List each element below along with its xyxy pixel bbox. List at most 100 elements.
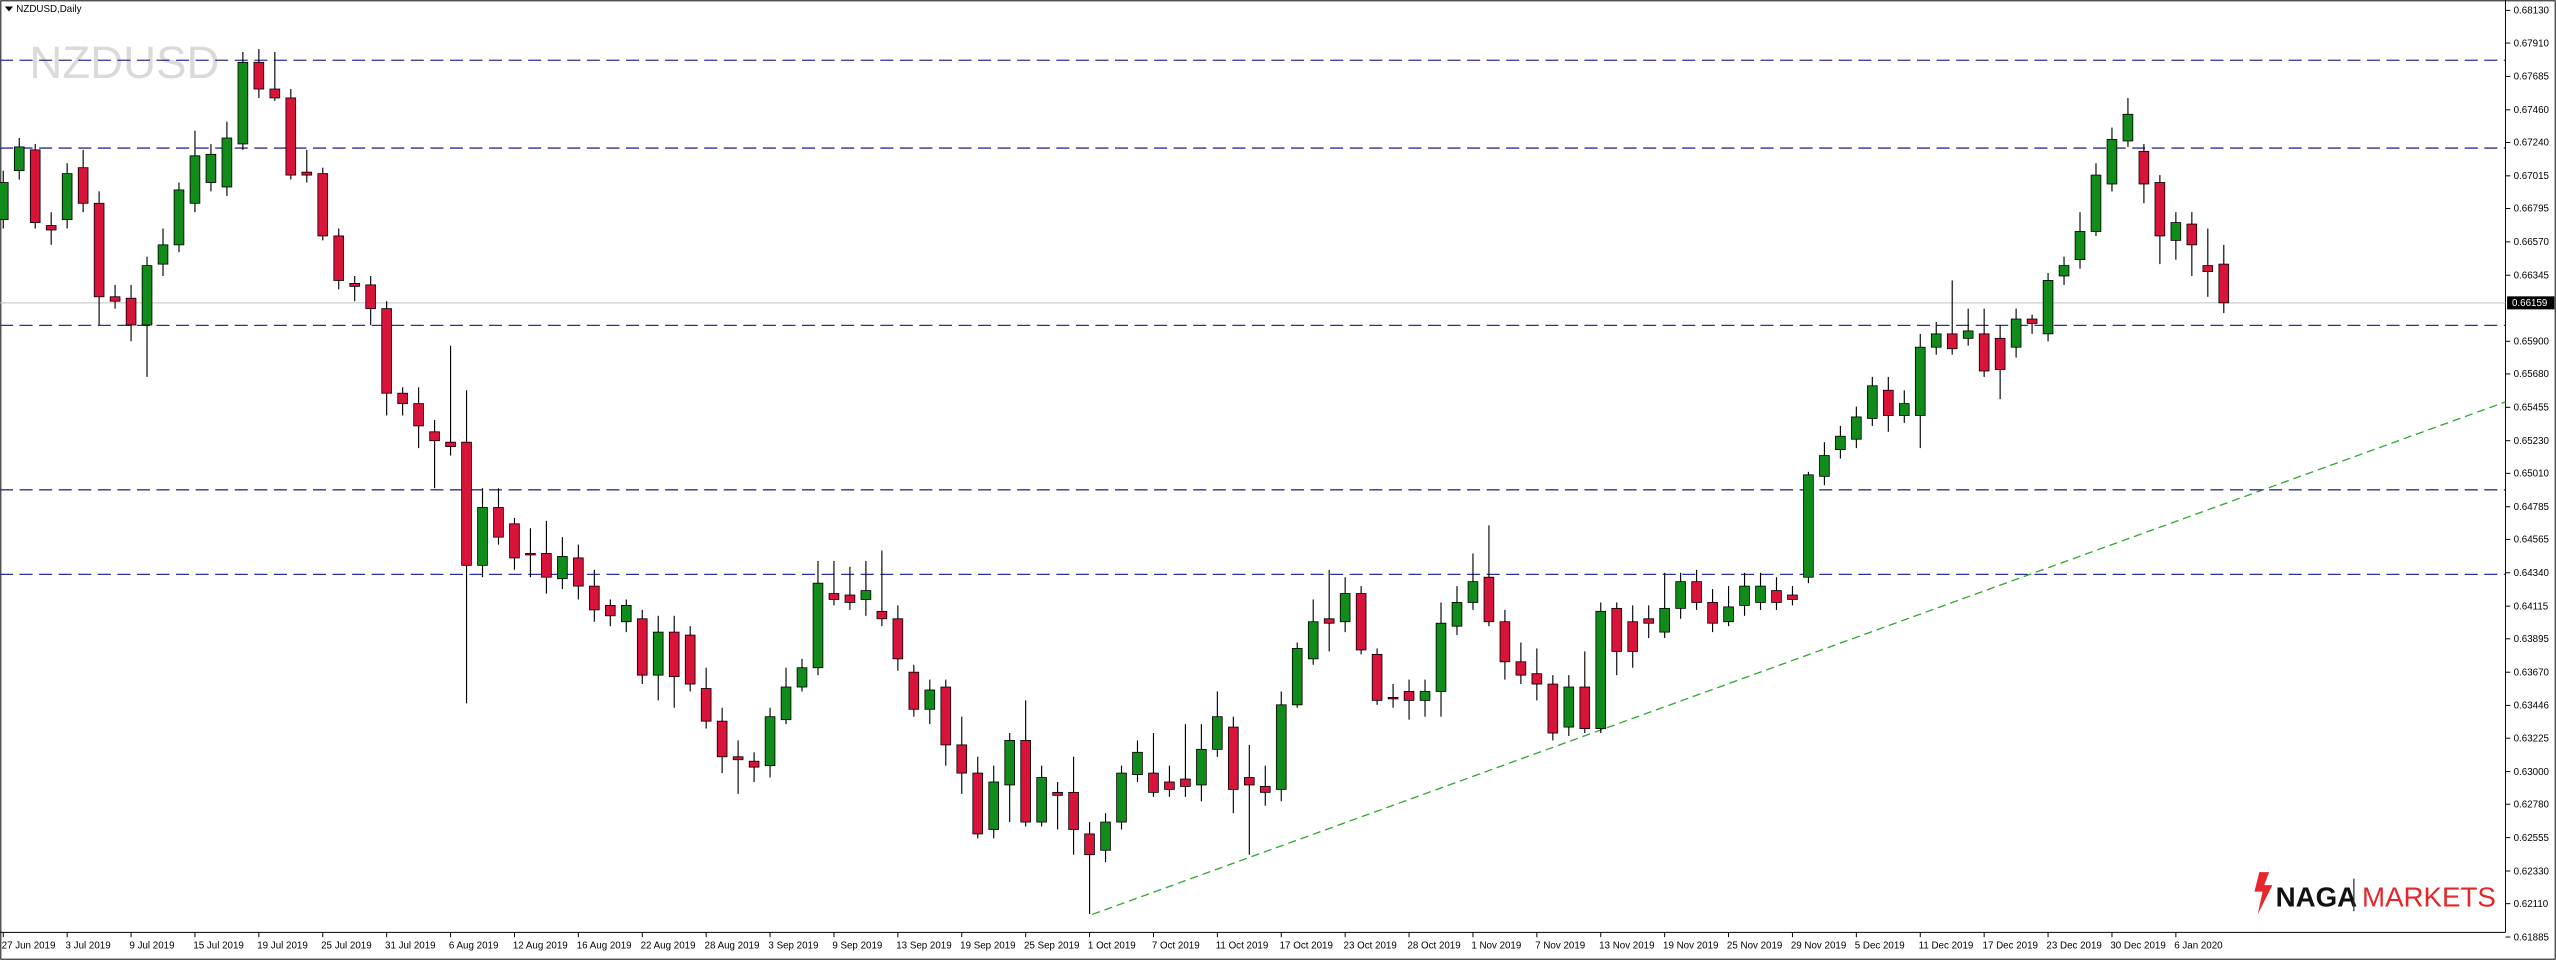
candle-body bbox=[333, 235, 345, 281]
candle-body bbox=[2122, 113, 2134, 142]
candle-body bbox=[1563, 686, 1575, 728]
candle-body bbox=[1707, 602, 1718, 624]
candle-body bbox=[2090, 174, 2102, 232]
candle-body bbox=[2154, 182, 2166, 237]
candle-body bbox=[1659, 607, 1670, 633]
candle-body bbox=[1100, 821, 1111, 851]
y-tick-label: 0.66570 bbox=[2514, 237, 2550, 248]
y-tick-label: 0.62555 bbox=[2514, 833, 2550, 844]
candle-body bbox=[2010, 318, 2022, 348]
x-tick-label: 11 Dec 2019 bbox=[1919, 941, 1974, 952]
candle-body bbox=[13, 146, 25, 172]
x-tick-label: 23 Oct 2019 bbox=[1344, 941, 1397, 952]
candle-body bbox=[1755, 585, 1766, 603]
y-tick-label: 0.65455 bbox=[2514, 403, 2550, 414]
candle-body bbox=[812, 582, 824, 669]
candle-body bbox=[1803, 474, 1814, 578]
x-tick-label: 31 Jul 2019 bbox=[385, 941, 436, 952]
candle-body bbox=[1787, 594, 1798, 600]
candle-body bbox=[189, 155, 201, 204]
x-tick-label: 5 Dec 2019 bbox=[1855, 941, 1905, 952]
x-tick-label: 6 Jan 2020 bbox=[2174, 941, 2223, 952]
candle-body bbox=[1052, 791, 1063, 796]
y-tick-label: 0.67685 bbox=[2514, 72, 2550, 83]
x-tick-label: 9 Sep 2019 bbox=[832, 941, 882, 952]
candle-body bbox=[1180, 778, 1191, 787]
candle-body bbox=[2186, 223, 2198, 246]
x-tick-label: 1 Oct 2019 bbox=[1088, 941, 1136, 952]
trendline bbox=[1091, 401, 2506, 916]
logo-brand: NAGA bbox=[2276, 881, 2358, 912]
candle-body bbox=[2218, 263, 2230, 304]
x-tick-label: 12 Aug 2019 bbox=[513, 941, 568, 952]
candle-body bbox=[1403, 691, 1415, 701]
candle-body bbox=[732, 756, 744, 761]
candle-body bbox=[589, 585, 600, 611]
candle-body bbox=[828, 593, 840, 600]
x-tick-label: 19 Sep 2019 bbox=[960, 941, 1015, 952]
x-tick-label: 25 Jul 2019 bbox=[321, 941, 372, 952]
candle-body bbox=[541, 553, 552, 578]
candle-body bbox=[1723, 606, 1734, 623]
y-tick-label: 0.63895 bbox=[2514, 634, 2550, 645]
candle-body bbox=[1435, 622, 1447, 692]
candle-body bbox=[860, 590, 872, 600]
y-tick-label: 0.66795 bbox=[2514, 204, 2550, 215]
candle-body bbox=[780, 686, 792, 721]
menu-triangle[interactable] bbox=[4, 6, 14, 12]
candle-body bbox=[45, 225, 57, 231]
candle-body bbox=[1595, 610, 1607, 729]
candle-body bbox=[1851, 416, 1862, 440]
candle-body bbox=[109, 296, 121, 302]
candle-body bbox=[844, 594, 856, 603]
candle-body bbox=[1962, 330, 1974, 339]
candle-body bbox=[269, 88, 281, 99]
candle-body bbox=[349, 283, 361, 287]
candle-body bbox=[381, 308, 392, 394]
candle-body bbox=[61, 173, 73, 221]
candle-body bbox=[652, 631, 664, 676]
y-tick-label: 0.64115 bbox=[2514, 601, 2549, 612]
candle-body bbox=[1579, 686, 1591, 729]
candle-body bbox=[684, 634, 696, 685]
x-tick-label: 25 Sep 2019 bbox=[1024, 941, 1079, 952]
candle-body bbox=[2058, 265, 2070, 277]
y-tick-label: 0.67460 bbox=[2514, 105, 2550, 116]
marks: 0.68130 0.67910 0.67685 0.67460 0.67240 0.670… bbox=[0, 6, 2555, 952]
candle-body bbox=[2026, 318, 2038, 324]
candle-body bbox=[157, 244, 169, 265]
y-tick-label: 0.63670 bbox=[2514, 667, 2550, 678]
candle-body bbox=[1978, 333, 1990, 372]
candle-body bbox=[205, 153, 217, 183]
candle-body bbox=[764, 716, 776, 767]
x-tick-label: 28 Aug 2019 bbox=[705, 941, 760, 952]
candle-body bbox=[1275, 704, 1287, 790]
candle-body bbox=[1259, 786, 1271, 793]
candle-body bbox=[2170, 222, 2182, 241]
y-tick-label: 0.68130 bbox=[2514, 6, 2550, 17]
x-tick-label: 29 Nov 2019 bbox=[1791, 941, 1846, 952]
x-tick-label: 25 Nov 2019 bbox=[1727, 941, 1782, 952]
candle-body bbox=[1148, 772, 1159, 793]
y-tick-label: 0.64785 bbox=[2514, 502, 2550, 513]
candle-body bbox=[1531, 673, 1543, 685]
y-tick-label: 0.65680 bbox=[2514, 369, 2550, 380]
candle-body bbox=[796, 667, 808, 688]
y-tick-label: 0.62330 bbox=[2514, 866, 2550, 877]
y-tick-label: 0.64340 bbox=[2514, 568, 2550, 579]
y-tick-label: 0.65010 bbox=[2514, 469, 2550, 480]
candle-body bbox=[125, 297, 137, 326]
y-tick-label: 0.64565 bbox=[2514, 535, 2550, 546]
candle-body bbox=[700, 688, 712, 722]
logo-product: MARKETS bbox=[2362, 881, 2496, 912]
x-tick-label: 11 Oct 2019 bbox=[1216, 941, 1269, 952]
chart-title: NZDUSD,Daily bbox=[16, 4, 81, 15]
candle-body bbox=[1451, 602, 1463, 627]
candle-body bbox=[141, 265, 153, 326]
x-tick-label: 17 Oct 2019 bbox=[1280, 941, 1333, 952]
candle-body bbox=[1643, 618, 1654, 624]
candle-body bbox=[876, 610, 888, 620]
y-tick-label: 0.63446 bbox=[2514, 701, 2549, 712]
